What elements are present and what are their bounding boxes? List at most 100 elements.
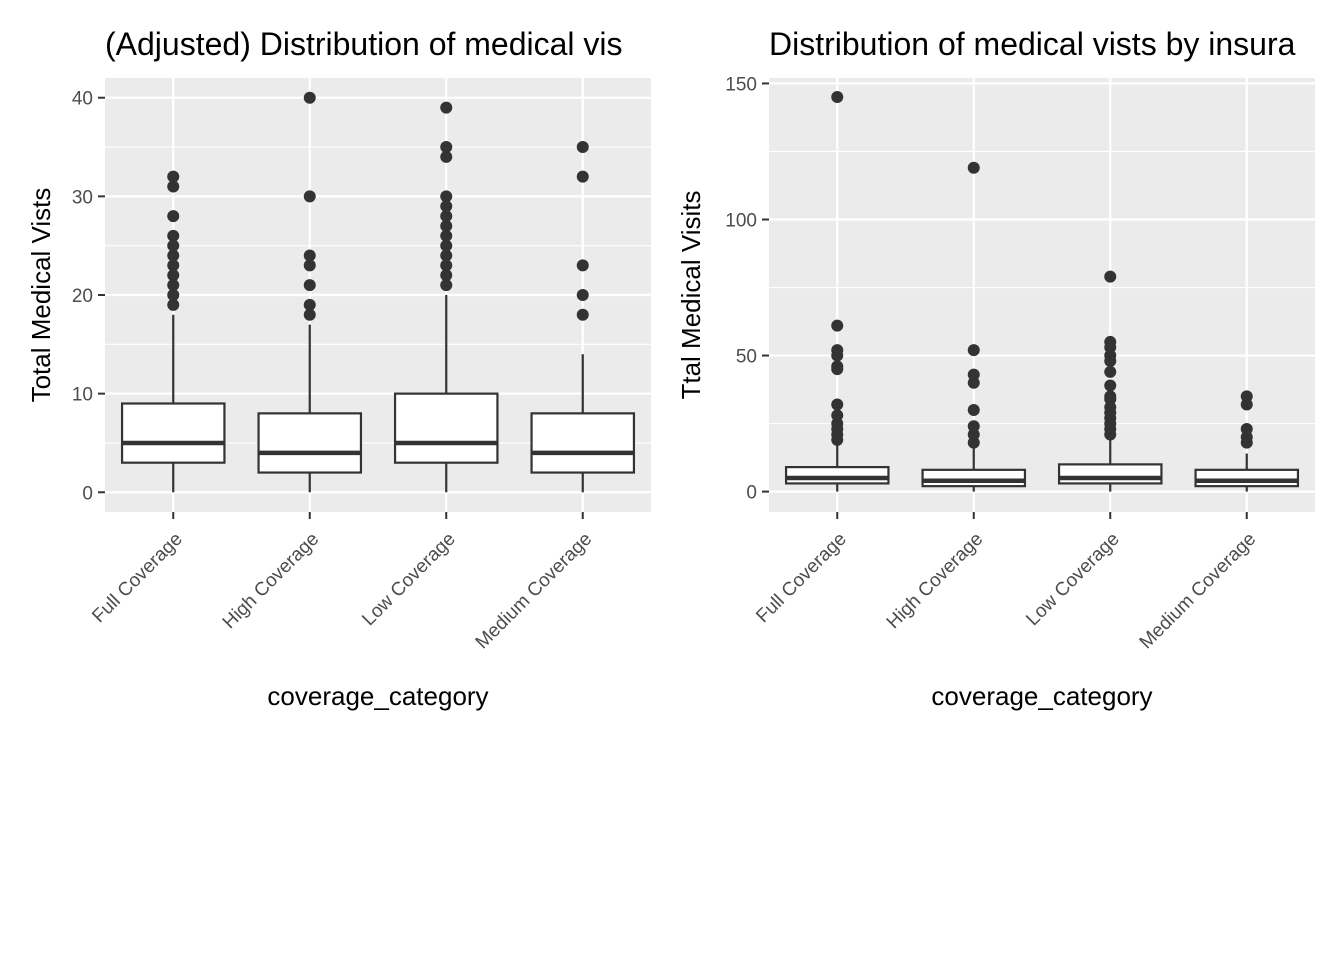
boxplot-high-coverage <box>921 161 1027 492</box>
outlier-point <box>167 279 180 292</box>
outlier-point <box>967 403 980 416</box>
y-tick-label: 0 <box>746 483 757 504</box>
outlier-point <box>167 229 180 242</box>
outlier-point <box>440 269 453 282</box>
outlier-point <box>440 279 453 292</box>
outlier-point <box>1104 390 1117 403</box>
x-tick-label: Low Coverage <box>1022 529 1123 630</box>
chart-right-x-axis: Full Coverage High Coverage Low Coverage Me… <box>752 512 1260 653</box>
outlier-point <box>167 170 180 183</box>
outlier-point <box>167 239 180 252</box>
chart-right-y-axis: 0 50 100 150 <box>725 74 769 504</box>
x-tick-label: Full Coverage <box>88 529 186 627</box>
outlier-point <box>440 190 453 203</box>
outlier-point <box>167 249 180 262</box>
outlier-point <box>167 289 180 301</box>
outlier-point <box>967 368 980 381</box>
outlier-point <box>440 259 453 272</box>
chart-right-title: Distribution of medical vists by insura <box>769 26 1296 62</box>
outlier-point <box>831 91 844 104</box>
outlier-point <box>576 289 589 301</box>
chart-left-title: (Adjusted) Distribution of medical vis <box>105 26 623 62</box>
outlier-point <box>831 409 844 422</box>
y-tick-label: 50 <box>736 347 757 368</box>
chart-left-y-axis: 0 10 20 30 40 <box>72 89 105 504</box>
outlier-point <box>440 101 453 114</box>
x-tick-label: High Coverage <box>883 529 987 633</box>
x-tick-label: Medium Coverage <box>1136 529 1261 654</box>
iqr-box <box>120 402 226 464</box>
outlier-point <box>1104 270 1117 283</box>
y-tick-label: 40 <box>72 89 93 110</box>
iqr-box <box>257 412 363 474</box>
outlier-point <box>967 161 980 174</box>
outlier-point <box>831 360 844 373</box>
chart-right-boxes <box>784 91 1300 492</box>
iqr-box <box>393 392 499 464</box>
outlier-point <box>831 398 844 411</box>
outlier-point <box>440 200 453 213</box>
iqr-box <box>530 412 636 474</box>
outlier-point <box>967 344 980 357</box>
outlier-point <box>576 141 589 154</box>
chart-left-y-axis-title: Total Medical Vists <box>26 188 56 403</box>
outlier-point <box>1104 335 1117 348</box>
outlier-point <box>303 298 316 311</box>
boxplot-low-coverage <box>393 101 499 493</box>
outlier-point <box>1240 390 1253 403</box>
chart-right: Distribution of medical vists by insura … <box>676 26 1315 711</box>
outlier-point <box>440 219 453 232</box>
outlier-point <box>440 141 453 154</box>
iqr-box <box>921 468 1027 488</box>
chart-left-x-axis-title: coverage_category <box>267 681 488 711</box>
outlier-point <box>303 91 316 104</box>
x-tick-label: Low Coverage <box>358 529 459 630</box>
boxplot-full-coverage <box>784 91 890 492</box>
outlier-point <box>440 249 453 262</box>
outlier-point <box>303 308 316 321</box>
iqr-box <box>1057 463 1163 485</box>
y-tick-label: 30 <box>72 187 93 208</box>
boxplot-full-coverage <box>120 170 226 493</box>
outlier-point <box>303 190 316 203</box>
y-tick-label: 20 <box>72 286 93 307</box>
boxplot-medium-coverage <box>1194 390 1300 492</box>
y-tick-label: 100 <box>725 210 757 231</box>
outlier-point <box>303 259 316 272</box>
iqr-box <box>1194 468 1300 488</box>
x-tick-label: Medium Coverage <box>472 529 597 654</box>
outlier-point <box>831 344 844 357</box>
chart-right-plot-panel <box>769 78 1315 512</box>
boxplot-high-coverage <box>257 91 363 493</box>
y-tick-label: 10 <box>72 385 93 406</box>
chart-left: (Adjusted) Distribution of medical vis 0… <box>26 26 651 711</box>
outlier-point <box>1240 423 1253 436</box>
outlier-point <box>167 269 180 282</box>
boxplot-medium-coverage <box>530 141 636 493</box>
outlier-point <box>167 259 180 272</box>
outlier-point <box>1104 379 1117 392</box>
boxplot-low-coverage <box>1057 270 1163 492</box>
chart-left-x-axis: Full Coverage High Coverage Low Coverage Me… <box>88 512 596 653</box>
outlier-point <box>167 210 180 223</box>
iqr-box <box>784 466 890 485</box>
chart-right-y-axis-title: Ttal Medical Visits <box>676 190 706 399</box>
outlier-point <box>831 319 844 332</box>
outlier-point <box>576 170 589 183</box>
outlier-point <box>303 249 316 262</box>
y-tick-label: 150 <box>725 74 757 95</box>
chart-right-x-axis-title: coverage_category <box>931 681 1152 711</box>
outlier-point <box>440 210 453 223</box>
outlier-point <box>167 180 180 193</box>
y-tick-label: 0 <box>82 483 93 504</box>
outlier-point <box>440 229 453 242</box>
outlier-point <box>167 298 180 311</box>
x-tick-label: Full Coverage <box>752 529 850 627</box>
outlier-point <box>576 308 589 321</box>
outlier-point <box>576 259 589 272</box>
outlier-point <box>303 279 316 292</box>
outlier-point <box>1104 365 1117 378</box>
outlier-point <box>440 239 453 252</box>
outlier-point <box>440 150 453 163</box>
